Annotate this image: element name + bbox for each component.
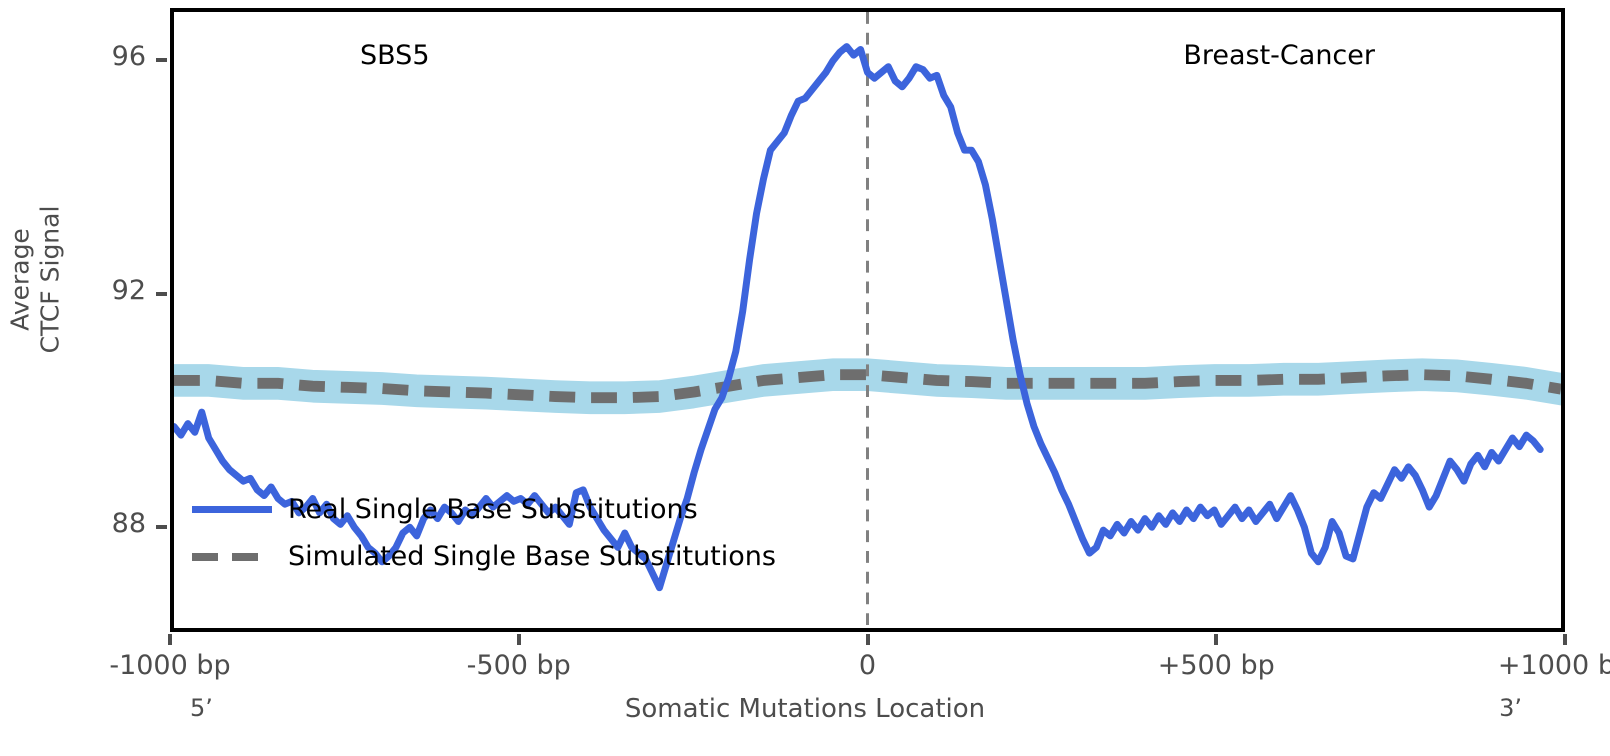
x-tick-mark: [1563, 634, 1567, 645]
signature-label: SBS5: [360, 40, 430, 71]
x-tick-label: +500 bp: [1157, 650, 1275, 681]
legend-swatch-icon: [192, 506, 272, 513]
x-tick-label: -500 bp: [466, 650, 571, 681]
legend-label: Real Single Base Substitutions: [288, 494, 698, 525]
x-tick-label: 0: [858, 650, 877, 681]
y-tick-mark: [156, 525, 167, 530]
y-tick-label: 92: [111, 274, 146, 306]
simulated-substitutions-line: [174, 369, 1561, 404]
legend-item[interactable]: Real Single Base Substitutions: [192, 494, 776, 525]
x-tick-label: -1000 bp: [109, 650, 231, 681]
x-tick-mark: [168, 634, 172, 645]
y-tick-mark: [156, 58, 167, 63]
x-tick-label: +1000 bp: [1497, 650, 1610, 681]
chart-canvas: [174, 12, 1561, 628]
x-tick-mark: [1214, 634, 1219, 645]
plot-area: SBS5 Breast-Cancer: [170, 8, 1565, 632]
legend-item[interactable]: Simulated Single Base Substitutions: [192, 541, 776, 572]
y-tick-mark: [156, 291, 167, 296]
strand-5prime-label: 5’: [190, 694, 213, 722]
y-axis-title: Average CTCF Signal: [5, 205, 65, 354]
real-substitutions-line: [174, 43, 1544, 592]
x-tick-mark: [865, 634, 870, 645]
legend-label: Simulated Single Base Substitutions: [288, 541, 776, 572]
tissue-label: Breast-Cancer: [1183, 40, 1375, 71]
x-tick-mark: [516, 634, 521, 645]
x-axis-title: Somatic Mutations Location: [624, 694, 986, 724]
legend-swatch-icon: [192, 552, 272, 561]
y-tick-label: 88: [111, 508, 146, 540]
chart-legend: Real Single Base Substitutions Simulated …: [192, 494, 776, 572]
strand-3prime-label: 3’: [1499, 694, 1522, 722]
y-tick-label: 96: [111, 41, 146, 73]
